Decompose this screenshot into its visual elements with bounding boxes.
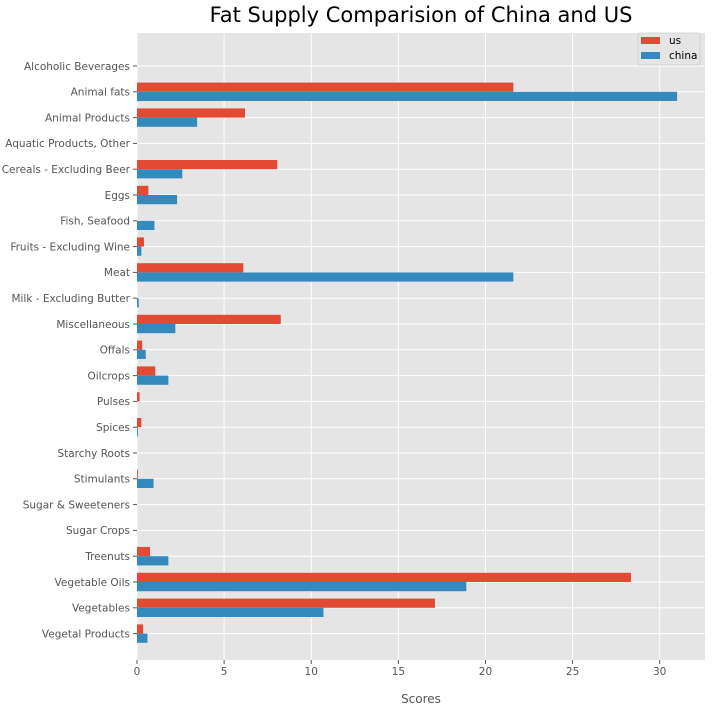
category-label: Meat (104, 267, 130, 279)
category-label: Animal fats (71, 87, 130, 99)
x-tick-label: 10 (305, 666, 318, 678)
category-label: Fruits - Excluding Wine (10, 241, 130, 253)
bar-us (137, 160, 278, 170)
category-label: Starchy Roots (57, 448, 130, 460)
bar-china (137, 117, 198, 127)
category-label: Milk - Excluding Butter (11, 293, 130, 305)
plot-area (137, 33, 705, 660)
x-tick-label: 0 (134, 666, 141, 678)
category-label: Vegetables (72, 603, 130, 615)
legend-swatch-china (641, 52, 660, 59)
x-tick-label: 30 (653, 666, 666, 678)
legend: us china (637, 32, 701, 66)
category-label: Vegetable Oils (55, 577, 130, 589)
bar-china (137, 220, 155, 230)
bar-us (137, 392, 140, 402)
category-label: Spices (96, 422, 130, 434)
chart-title: Fat Supply Comparision of China and US (210, 3, 633, 27)
bar-us (137, 263, 244, 273)
bars (137, 82, 678, 643)
bar-us (137, 469, 138, 479)
bar-us (137, 340, 143, 350)
bar-us (137, 598, 435, 608)
bar-china (137, 169, 183, 179)
bar-us (137, 366, 156, 376)
bar-us (137, 82, 514, 92)
bar-china (137, 375, 169, 385)
bar-china (137, 427, 138, 437)
bar-us (137, 108, 246, 118)
bar-us (137, 237, 144, 247)
bar-china (137, 272, 514, 282)
category-label: Offals (100, 345, 130, 357)
x-axis-ticks: 0 5 10 15 20 25 30 (134, 660, 666, 678)
bar-us (137, 572, 631, 582)
bar-us (137, 314, 281, 324)
x-axis-label: Scores (401, 692, 441, 706)
y-axis-ticks: Alcoholic Beverages Animal fats Animal Pro… (2, 61, 137, 640)
bar-china (137, 349, 146, 359)
category-label: Eggs (105, 190, 130, 202)
bar-china (137, 324, 176, 334)
category-label: Aquatic Products, Other (5, 138, 130, 150)
bar-china (137, 195, 178, 205)
x-tick-label: 25 (566, 666, 579, 678)
bar-us (137, 547, 151, 557)
category-label: Cereals - Excluding Beer (2, 164, 131, 176)
bar-china (137, 607, 324, 617)
x-tick-label: 15 (392, 666, 405, 678)
x-tick-label: 20 (479, 666, 492, 678)
bar-china (137, 582, 467, 592)
category-label: Alcoholic Beverages (24, 61, 130, 73)
bar-us (137, 624, 144, 634)
category-label: Miscellaneous (56, 319, 130, 331)
legend-label-china: china (669, 50, 697, 62)
legend-label-us: us (669, 35, 681, 47)
x-tick-label: 5 (221, 666, 228, 678)
bar-china (137, 246, 142, 256)
category-label: Sugar & Sweeteners (23, 499, 130, 511)
category-label: Pulses (97, 396, 130, 408)
category-label: Treenuts (84, 551, 130, 563)
category-label: Sugar Crops (66, 525, 130, 537)
legend-swatch-us (641, 37, 660, 44)
bar-us (137, 418, 142, 428)
category-label: Fish, Seafood (60, 216, 130, 228)
category-label: Stimulants (74, 474, 130, 486)
category-label: Vegetal Products (42, 628, 130, 640)
bar-china (137, 556, 169, 566)
category-label: Oilcrops (87, 370, 130, 382)
category-label: Animal Products (45, 112, 130, 124)
bar-us (137, 185, 149, 195)
bar-china (137, 298, 139, 308)
bar-china (137, 478, 154, 488)
bar-china (137, 91, 678, 101)
bar-china (137, 633, 148, 643)
